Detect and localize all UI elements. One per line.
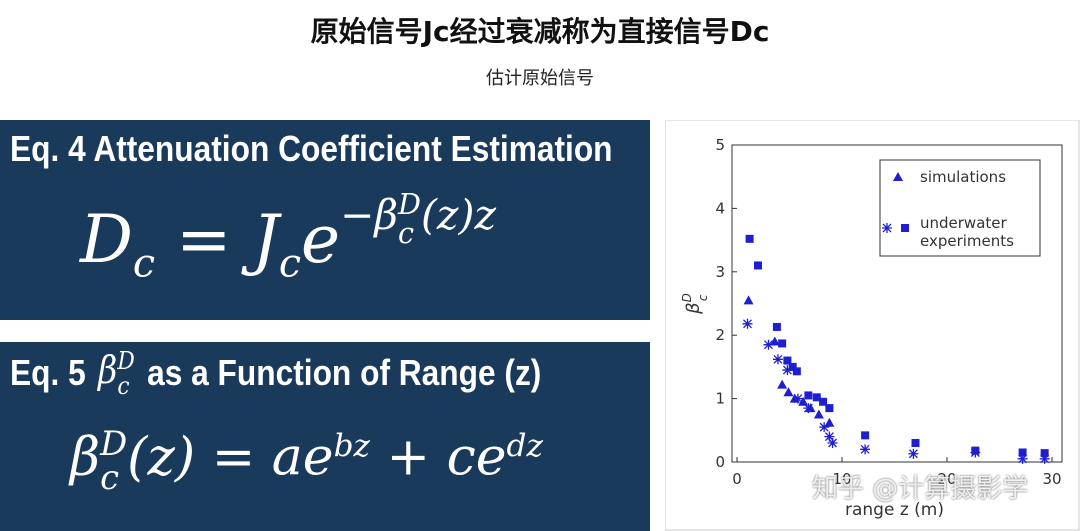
sym: β [374, 191, 399, 240]
data-point [742, 318, 753, 329]
data-point [803, 403, 814, 414]
y-label-sub: c [696, 294, 710, 301]
sym: c [132, 240, 156, 287]
legend-marker [893, 172, 903, 181]
legend-line: experiments [920, 232, 1014, 250]
data-point [783, 387, 794, 397]
data-point [1017, 453, 1028, 464]
sym: bz [333, 427, 370, 464]
x-axis-label: range z (m) [845, 500, 944, 520]
sym: ae [271, 427, 334, 488]
data-point [772, 322, 781, 331]
legend-marker [901, 224, 909, 232]
sym: = [211, 427, 256, 488]
y-tick-label: 5 [715, 136, 725, 154]
data-point [970, 447, 981, 458]
data-point [745, 234, 754, 243]
data-point [825, 404, 834, 413]
sym: (z)z [420, 191, 496, 240]
data-point [777, 379, 788, 389]
y-axis-label: βD c [680, 293, 710, 315]
data-point [804, 391, 813, 400]
panel-heading: as a Function of Range (z) [147, 352, 542, 394]
y-tick-label: 4 [715, 199, 725, 217]
equation-panel: Eq. 4 Attenuation Coefficient Estimation… [0, 120, 650, 320]
data-point [788, 362, 797, 371]
sym: J [252, 201, 279, 279]
data-point [911, 438, 920, 447]
data-point [824, 431, 835, 442]
data-point [782, 365, 793, 376]
sym: β [98, 348, 118, 392]
watermark: 知乎 @计算摄影学 [812, 474, 1029, 504]
data-point [813, 409, 824, 419]
data-point [792, 393, 803, 404]
data-point [860, 444, 871, 455]
panel-heading: Eq. 4 Attenuation Coefficient Estimation [10, 128, 613, 169]
data-point [819, 397, 828, 406]
sym: dz [506, 427, 543, 464]
data-point [861, 431, 870, 440]
slide-title: 原始信号Jc经过衰减称为直接信号Dc [310, 15, 770, 48]
data-point [1018, 448, 1027, 457]
legend-marker [882, 223, 892, 233]
y-tick-label: 3 [715, 263, 725, 281]
sym: + [386, 427, 431, 488]
data-point [798, 396, 809, 406]
chart: 0 1 2 3 4 5 0 10 20 30 range z (m) βD c simulations un… [665, 120, 1080, 531]
data-point [783, 356, 792, 365]
data-point [778, 339, 787, 348]
data-point [1039, 453, 1050, 464]
x-tick-label: 10 [832, 470, 851, 488]
sym: (z) [127, 427, 196, 488]
y-tick-label: 0 [715, 453, 725, 471]
sym: = [176, 201, 232, 279]
sym: D [398, 187, 421, 221]
slide-subtitle: 估计原始信号 [486, 68, 594, 89]
data-point [908, 448, 919, 459]
data-point [1040, 449, 1049, 458]
sym: c [100, 457, 119, 497]
sym: D [80, 201, 133, 279]
legend-line: underwater [920, 214, 1008, 232]
data-point [819, 422, 830, 433]
legend-label: underwater experiments [920, 214, 1014, 250]
y-tick-label: 1 [715, 390, 725, 408]
x-tick-label: 0 [732, 470, 742, 488]
data-point [792, 367, 801, 376]
data-point [754, 261, 762, 270]
y-tick-label: 2 [715, 326, 725, 344]
sym: D [117, 345, 135, 375]
data-point [769, 336, 780, 346]
panel-heading: Eq. 5 [10, 352, 86, 394]
sym: c [398, 215, 415, 250]
data-point [827, 437, 838, 448]
x-tick-label: 30 [1042, 470, 1061, 488]
data-point [772, 354, 783, 365]
y-label-sup: D [680, 293, 694, 302]
sym: e [301, 201, 341, 279]
sym: − [340, 191, 375, 240]
y-label-symbol: β [683, 302, 704, 315]
data-point [763, 339, 774, 350]
sym: β [70, 427, 101, 488]
sym: ce [446, 427, 507, 488]
legend-label: simulations [920, 168, 1006, 186]
sym: c [117, 370, 130, 400]
sym: D [100, 424, 128, 463]
data-point [743, 295, 754, 305]
sym: c [278, 240, 302, 287]
legend-box [879, 159, 1041, 257]
plot-area [731, 144, 1063, 463]
data-point [812, 393, 821, 402]
x-tick-label: 20 [937, 470, 956, 488]
